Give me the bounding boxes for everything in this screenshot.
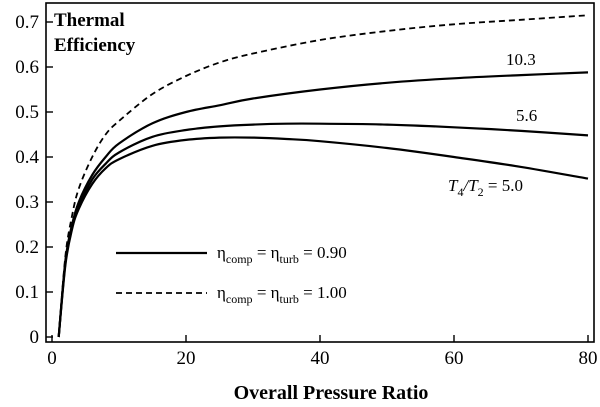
legend-entry-dashed: ηcomp = ηturb = 1.00 <box>217 283 347 306</box>
x-tick-label: 40 <box>311 348 330 369</box>
x-axis-label: Overall Pressure Ratio <box>234 382 429 404</box>
y-axis-ticks: 0 0.1 0.2 0.3 0.4 0.5 0.6 0.7 <box>15 12 53 348</box>
curve-label-t4-t2-5-0: T4/T2 = 5.0 <box>448 176 523 199</box>
y-tick-label: 0.7 <box>15 12 39 33</box>
x-tick-label: 60 <box>445 348 464 369</box>
x-tick-label: 20 <box>177 348 196 369</box>
y-tick-label: 0.5 <box>15 102 39 123</box>
series-line-3 <box>57 136 589 338</box>
curve-label-5-6: 5.6 <box>516 106 537 125</box>
y-tick-label: 0.6 <box>15 57 39 78</box>
curve-label-10-3: 10.3 <box>506 50 536 69</box>
legend: ηcomp = ηturb = 0.90 ηcomp = ηturb = 1.0… <box>116 243 347 306</box>
y-tick-label: 0.2 <box>15 237 39 258</box>
series-curves <box>57 14 589 338</box>
y-tick-label: 0 <box>30 327 40 348</box>
y-tick-label: 0.3 <box>15 192 39 213</box>
series-line-2 <box>57 122 589 338</box>
series-line-1 <box>57 71 589 338</box>
chart-title-line-1: Thermal <box>54 10 125 31</box>
chart-title-line-2: Efficiency <box>54 35 136 56</box>
x-tick-label: 0 <box>47 348 57 369</box>
x-axis-ticks: 0 20 40 60 80 <box>47 335 598 369</box>
y-tick-label: 0.4 <box>15 147 39 168</box>
series-line-0 <box>57 14 589 338</box>
x-tick-label: 80 <box>579 348 598 369</box>
y-tick-label: 0.1 <box>15 282 39 303</box>
legend-entry-solid: ηcomp = ηturb = 0.90 <box>217 243 347 266</box>
